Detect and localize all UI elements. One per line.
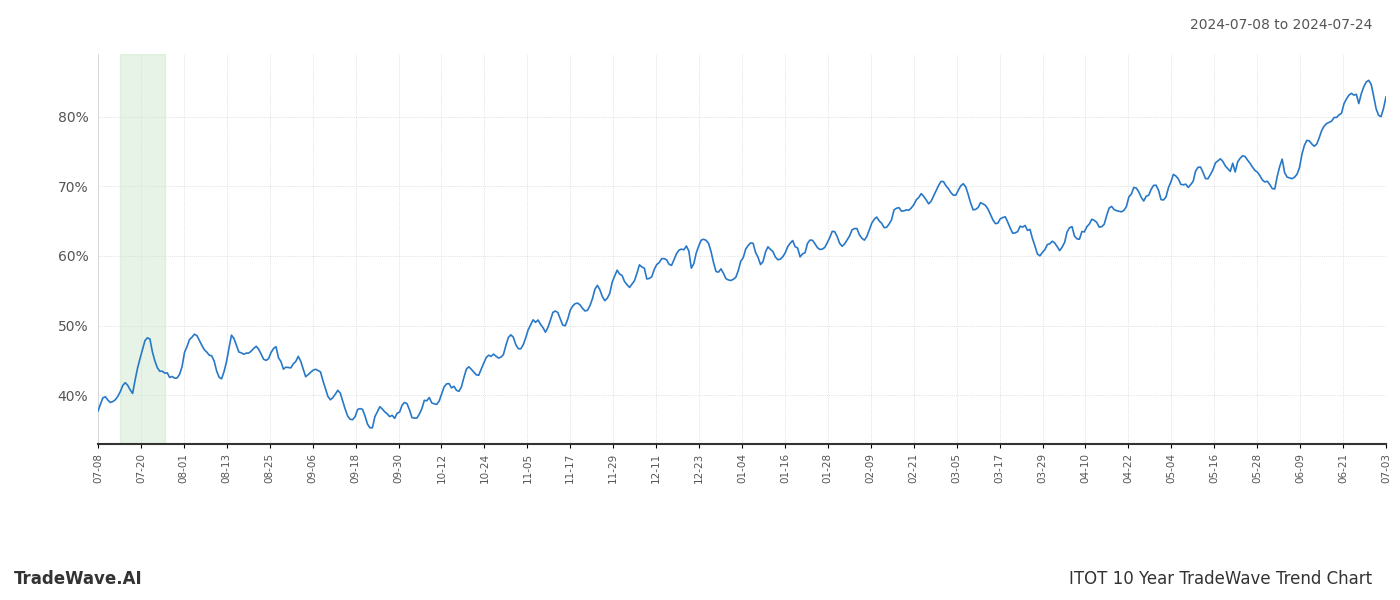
- Text: 2024-07-08 to 2024-07-24: 2024-07-08 to 2024-07-24: [1190, 18, 1372, 32]
- Text: TradeWave.AI: TradeWave.AI: [14, 570, 143, 588]
- Bar: [120, 54, 165, 444]
- Text: ITOT 10 Year TradeWave Trend Chart: ITOT 10 Year TradeWave Trend Chart: [1068, 570, 1372, 588]
